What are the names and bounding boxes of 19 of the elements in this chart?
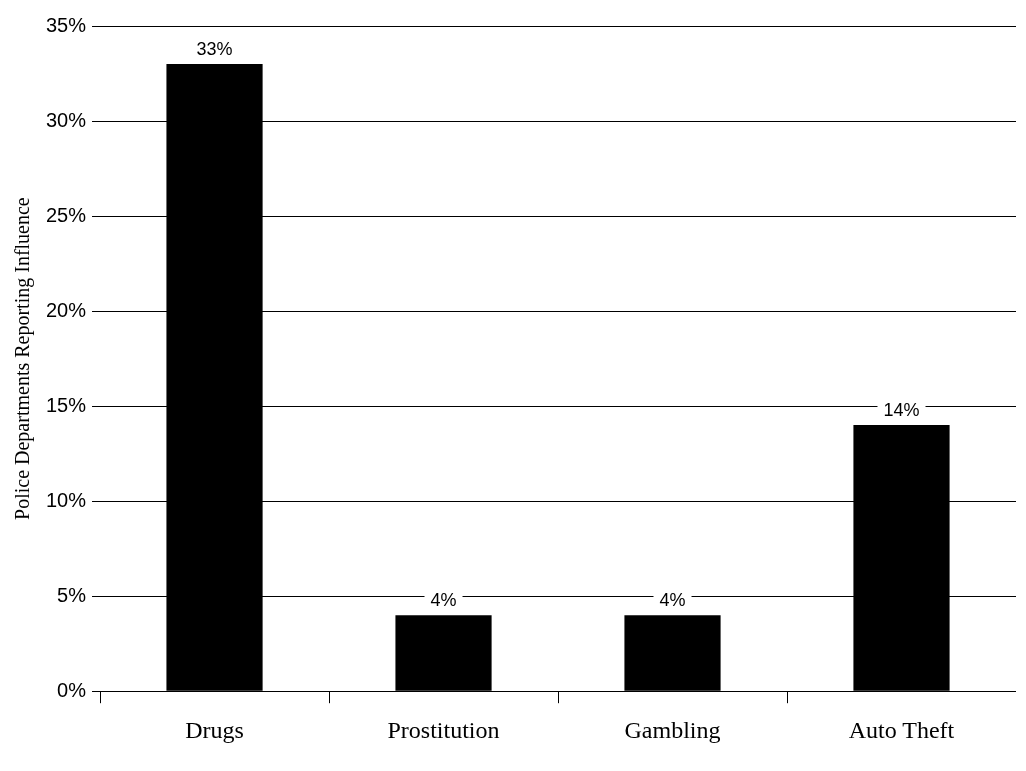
data-label: 33%	[196, 38, 233, 59]
y-tick-label: 0%	[57, 678, 87, 701]
y-tick-label: 10%	[46, 488, 87, 511]
y-axis-title: Police Departments Reporting Influence	[11, 197, 35, 520]
data-label: 4%	[659, 590, 686, 611]
x-tick-label: Auto Theft	[848, 716, 955, 743]
y-tick-label: 30%	[46, 108, 87, 131]
data-label: 14%	[883, 400, 920, 421]
data-label: 4%	[430, 590, 457, 611]
y-tick-label: 20%	[46, 298, 87, 321]
x-tick-label: Gambling	[624, 716, 721, 743]
y-tick-label: 35%	[46, 13, 87, 36]
y-tick-label: 15%	[46, 393, 87, 416]
bar	[624, 615, 721, 691]
y-tick-label: 5%	[57, 583, 87, 606]
y-tick-label: 25%	[46, 203, 87, 226]
x-tick-label: Prostitution	[387, 716, 500, 743]
x-tick-label: Drugs	[185, 716, 244, 743]
bar	[395, 615, 492, 691]
